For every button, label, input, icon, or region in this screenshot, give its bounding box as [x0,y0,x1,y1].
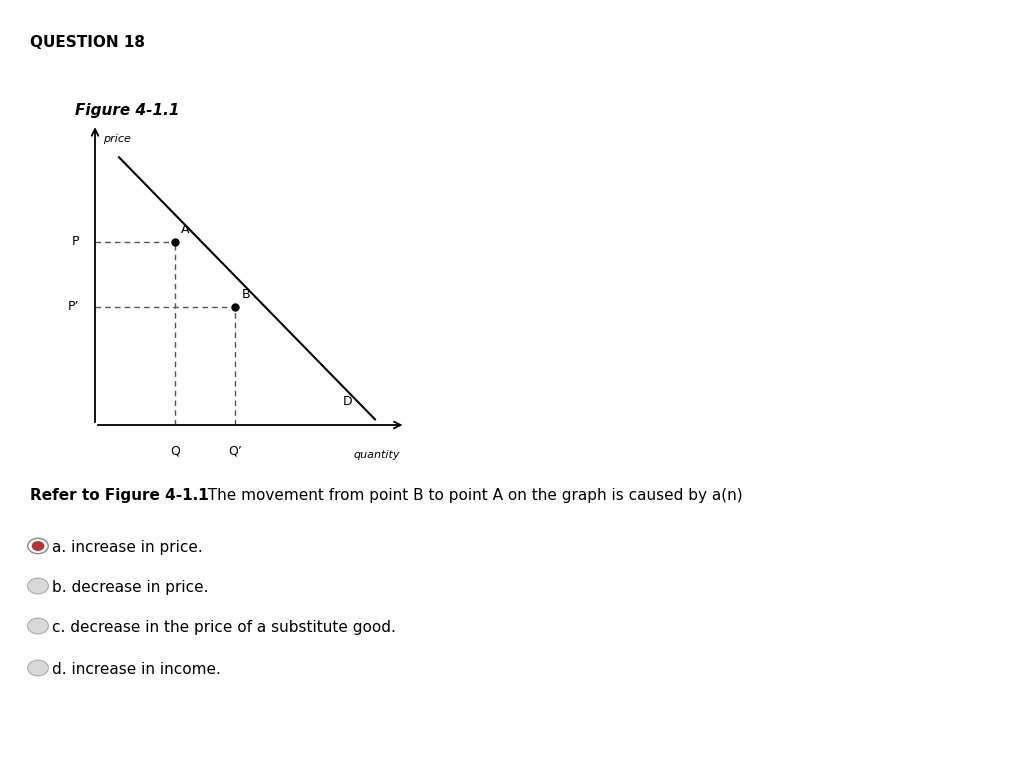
Text: Figure 4-1.1: Figure 4-1.1 [75,103,179,118]
Text: Refer to Figure 4-1.1: Refer to Figure 4-1.1 [30,488,209,503]
Text: P: P [72,235,79,248]
Text: Q: Q [170,445,180,458]
Text: a. increase in price.: a. increase in price. [52,540,203,555]
Text: B: B [243,288,251,301]
Text: QUESTION 18: QUESTION 18 [30,35,145,50]
Text: price: price [103,133,131,143]
Text: c. decrease in the price of a substitute good.: c. decrease in the price of a substitute… [52,620,396,635]
Text: b. decrease in price.: b. decrease in price. [52,580,209,595]
Text: A: A [181,224,189,237]
Text: Q’: Q’ [228,445,242,458]
Text: D: D [343,396,352,409]
Text: . The movement from point B to point A on the graph is caused by a(n): . The movement from point B to point A o… [198,488,742,503]
Text: P’: P’ [68,300,79,313]
Text: quantity: quantity [353,450,399,460]
Text: d. increase in income.: d. increase in income. [52,662,221,677]
